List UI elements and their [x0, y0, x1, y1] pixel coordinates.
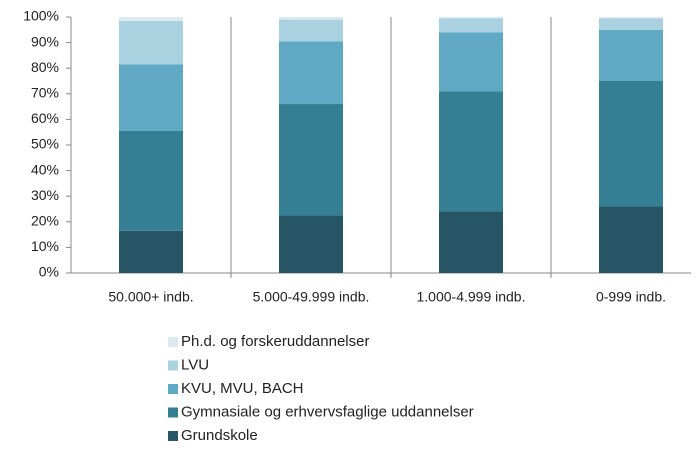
bar-segment	[599, 81, 663, 207]
bar-segment	[439, 211, 503, 273]
bar-segment	[279, 215, 343, 273]
bar-segment	[119, 130, 183, 231]
bar-segment	[439, 32, 503, 92]
x-tick-label: 5.000-49.999 indb.	[253, 289, 370, 305]
y-tick-label: 10%	[31, 238, 59, 254]
bar-segment	[599, 18, 663, 30]
y-tick-label: 40%	[31, 161, 59, 177]
bar-segment	[279, 41, 343, 105]
bar-segment	[599, 206, 663, 273]
x-tick-label: 50.000+ indb.	[108, 289, 193, 305]
bar-segment	[439, 18, 503, 33]
bar-segment	[439, 91, 503, 212]
x-tick-label: 0-999 indb.	[596, 289, 666, 305]
legend-label: LVU	[181, 356, 209, 373]
bar-segment	[119, 20, 183, 65]
legend-swatch	[168, 360, 178, 371]
legend-swatch	[168, 384, 178, 394]
y-tick-label: 30%	[31, 187, 59, 203]
bar-segment	[119, 64, 183, 131]
legend-swatch	[168, 407, 178, 418]
y-tick-label: 60%	[31, 110, 59, 126]
bar-segment	[599, 17, 663, 19]
x-tick-label: 1.000-4.999 indb.	[417, 289, 526, 305]
y-tick-label: 20%	[31, 213, 59, 229]
legend-swatch	[168, 337, 178, 347]
bar-segment	[279, 104, 343, 216]
bar-segment	[119, 230, 183, 273]
bar-segment	[439, 17, 503, 19]
y-tick-label: 50%	[31, 136, 59, 152]
legend-label: Ph.d. og forskeruddannelser	[181, 333, 369, 350]
legend-label: KVU, MVU, BACH	[181, 380, 304, 397]
legend-label: Gymnasiale og erhvervsfaglige uddannelse…	[181, 403, 474, 420]
y-tick-label: 90%	[31, 33, 59, 49]
bar-segment	[279, 17, 343, 20]
legend-label: Grundskole	[181, 427, 258, 444]
bar-segment	[119, 17, 183, 21]
y-tick-label: 80%	[31, 59, 59, 75]
y-tick-label: 0%	[39, 264, 59, 280]
legend-swatch	[168, 431, 178, 441]
y-tick-label: 100%	[23, 8, 59, 24]
bar-segment	[599, 29, 663, 81]
bar-segment	[279, 19, 343, 42]
y-tick-label: 70%	[31, 85, 59, 101]
